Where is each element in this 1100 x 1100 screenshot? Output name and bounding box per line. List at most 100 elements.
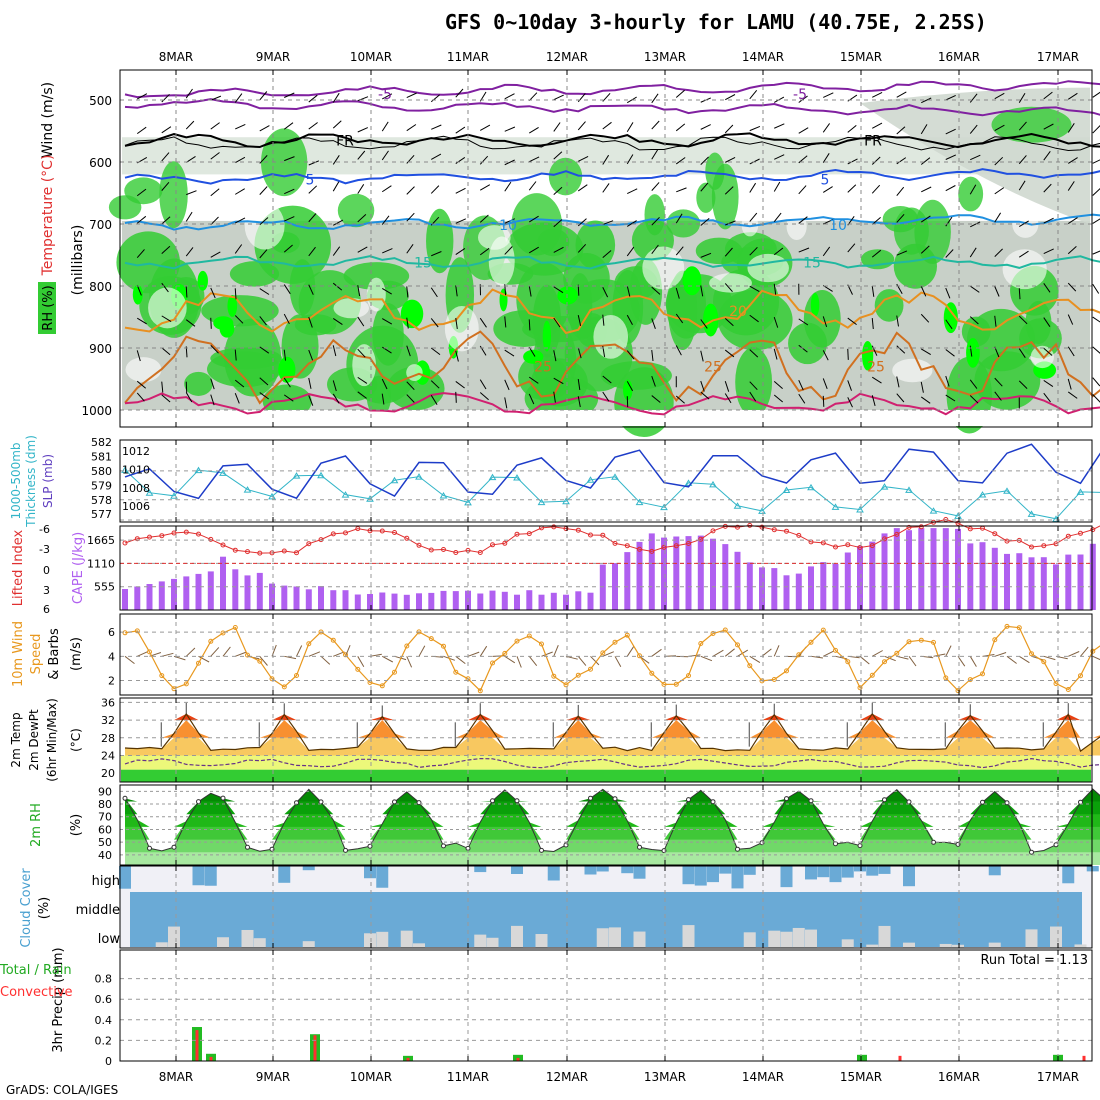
cloud-low-bar (939, 943, 952, 948)
wind-barb (382, 248, 393, 254)
wind-barb (1092, 124, 1100, 134)
cape-bar (955, 528, 961, 610)
wind-barb (406, 317, 409, 329)
wind-barb (553, 151, 563, 160)
wind-barb (602, 314, 605, 326)
wind-barb (357, 316, 365, 327)
cloud-low-bar (988, 942, 1001, 948)
wind-barb (553, 391, 556, 403)
wind-barb (675, 345, 682, 356)
wind-barb (406, 394, 415, 403)
wind-barb (626, 314, 633, 326)
wind10m-axis-title: & Barbs (47, 628, 62, 680)
lifted-index-point (122, 540, 128, 546)
slp-axis-title: SLP (mb) (41, 454, 55, 508)
wind-barb (651, 375, 656, 387)
wind-barb (773, 247, 784, 256)
cloud-high-bar (866, 866, 879, 876)
wind-barb (161, 315, 172, 323)
wind-barb (822, 153, 830, 163)
wind-barb (161, 282, 169, 293)
wind-barb (284, 188, 295, 195)
wind-barb (847, 348, 849, 360)
wind-barb (431, 124, 442, 130)
temp-tick-label: 28 (101, 732, 115, 745)
wind-barb (381, 215, 390, 225)
wind-barb (565, 655, 578, 660)
wind-barb (296, 645, 303, 657)
cloud-high-bar (204, 866, 217, 886)
rh-point (441, 843, 446, 849)
thickness-tick-label: 581 (91, 450, 112, 463)
wind-barb (1043, 91, 1053, 100)
wind-barb (136, 392, 145, 402)
wind-barb (455, 88, 464, 98)
wind-barb (308, 213, 317, 223)
cape-bar (501, 591, 508, 610)
wind-barb (1067, 123, 1075, 133)
wind-barb (822, 246, 831, 257)
rh-point (122, 795, 128, 801)
rh-point (710, 799, 716, 805)
wind-barb (724, 124, 734, 134)
wind-barb (626, 646, 635, 657)
panel-frame (119, 69, 1093, 428)
wind-barb (553, 122, 561, 132)
wind-barb (773, 645, 780, 657)
wind-barb (357, 285, 361, 297)
rh-shade-green (548, 157, 583, 196)
cape-bar (1004, 553, 1010, 610)
wind-barb (1043, 347, 1053, 356)
wind-barb (651, 182, 660, 191)
wind-barb (553, 219, 563, 228)
cape-bar (795, 573, 802, 610)
precip-tick-label: 0 (105, 1055, 112, 1068)
cape-bar (734, 551, 741, 610)
wind-barb (235, 217, 246, 224)
wind-barb (920, 396, 931, 404)
wind-barb (945, 394, 956, 402)
panel-frame (119, 697, 1093, 783)
wind-barb (308, 349, 314, 361)
wind-barb (602, 220, 614, 226)
wind-barb (308, 94, 318, 103)
wind-barb (1067, 217, 1078, 224)
wind-barb (859, 655, 870, 665)
lifted-index-line (124, 518, 1100, 554)
rh-shade-green (372, 303, 404, 366)
wind-barb (945, 645, 952, 657)
date-label-top: 9MAR (256, 50, 291, 64)
wind-barb (724, 247, 733, 257)
panel-frame (119, 865, 1093, 949)
slp-tick-label: 1006 (122, 500, 150, 513)
wind-barb (528, 376, 539, 384)
wind-barb (1092, 316, 1100, 323)
lifted-index-point (992, 531, 998, 537)
wind-barb (308, 284, 314, 295)
contour-label: 25 (704, 360, 722, 376)
rh-shade-bright (523, 349, 544, 364)
cape-bar (550, 592, 557, 610)
wind-barb (1043, 217, 1054, 224)
wind-barb (749, 212, 758, 222)
thickness-axis-title: 1000-500mb (9, 442, 23, 519)
date-label-top: 10MAR (350, 50, 392, 64)
wind-barb (406, 154, 415, 164)
pressure-tick-label: 700 (89, 218, 112, 232)
rh-point (686, 797, 691, 803)
rh-shade-green (666, 209, 701, 238)
lifted-index-point (1090, 527, 1096, 533)
wind-barb (161, 381, 164, 393)
cape-bar (624, 552, 631, 610)
wind-barb (1018, 155, 1027, 165)
cloud-high-bar (743, 866, 756, 875)
wind-barb (553, 246, 564, 253)
contour-label: 20 (729, 304, 747, 320)
wind-barb (896, 315, 899, 327)
wind-barb (651, 93, 659, 104)
wind-barb (700, 252, 712, 258)
cape-bar (256, 572, 263, 610)
wind-barb (406, 286, 409, 298)
wind-barb (431, 251, 442, 257)
contour-label: 25 (867, 360, 885, 376)
